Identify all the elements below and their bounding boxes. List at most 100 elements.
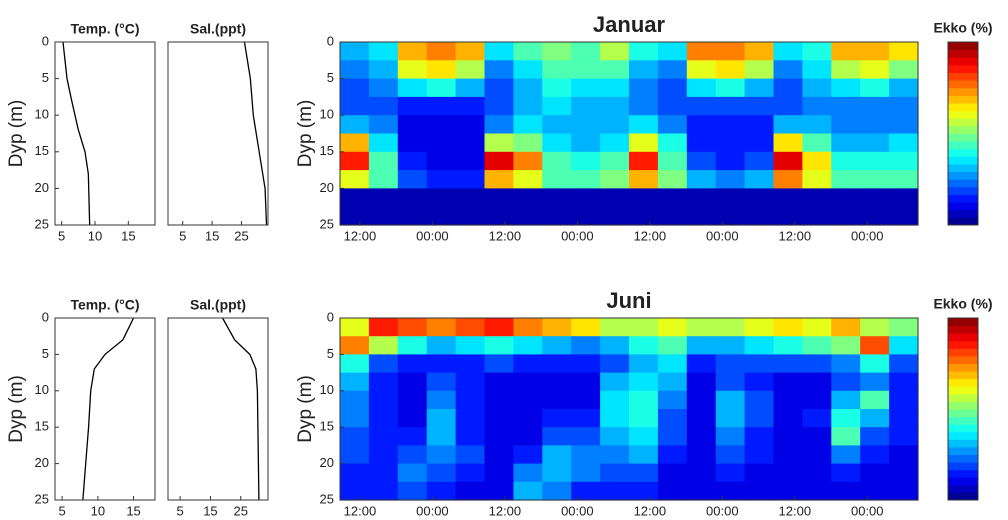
colorbar-step xyxy=(948,477,978,486)
heatmap-cell xyxy=(426,409,457,428)
x-tick-label: 5 xyxy=(59,503,66,518)
heatmap-cell xyxy=(368,133,399,153)
heatmap-cell xyxy=(715,409,746,428)
heatmap-cell xyxy=(542,390,572,410)
heatmap-cell xyxy=(715,78,746,98)
heatmap-cell xyxy=(368,170,399,189)
heatmap-cell xyxy=(571,427,601,446)
heatmap-cell xyxy=(744,336,775,355)
heatmap-cell xyxy=(744,42,775,61)
heatmap-cell xyxy=(455,206,486,226)
x-tick-label: 00:00 xyxy=(851,228,884,243)
colorbar-step xyxy=(948,179,978,188)
heatmap-cell xyxy=(715,188,746,208)
x-tick-label: 00:00 xyxy=(416,503,449,518)
heatmap-cell xyxy=(831,409,861,428)
heatmap-cell xyxy=(542,96,572,116)
heatmap-cell xyxy=(860,206,890,226)
heatmap-cell xyxy=(571,409,601,428)
heatmap-cell xyxy=(484,60,514,80)
heatmap-cell xyxy=(340,481,370,501)
heatmap-cell xyxy=(513,96,543,116)
heatmap-cell xyxy=(513,390,543,410)
heatmap-cell xyxy=(629,427,659,446)
heatmap-cell xyxy=(455,170,486,189)
colorbar-step xyxy=(948,171,978,180)
heatmap-cell xyxy=(426,463,457,483)
x-tick-label: 12:00 xyxy=(344,228,377,243)
heatmap-cell xyxy=(397,409,428,428)
x-tick-label: 00:00 xyxy=(561,503,594,518)
heatmap-cell xyxy=(860,60,890,80)
heatmap-cell xyxy=(802,206,832,226)
heatmap-cell xyxy=(629,463,659,483)
y-tick-label: 0 xyxy=(42,309,49,324)
heatmap-cell xyxy=(368,481,399,501)
heatmap-cell xyxy=(513,445,543,465)
heatmap-cell xyxy=(657,206,688,226)
heatmap-cell xyxy=(340,336,370,355)
heatmap-cell xyxy=(773,133,803,153)
y-tick-label: 0 xyxy=(327,309,334,324)
heatmap-cell xyxy=(744,188,775,208)
heatmap-cell xyxy=(773,188,803,208)
plot-frame xyxy=(339,41,919,226)
heatmap-cell xyxy=(686,206,717,226)
heatmap-cell xyxy=(831,42,861,61)
heatmap-cell xyxy=(831,427,861,446)
heatmap-cell xyxy=(889,188,919,208)
x-tick-label: 25 xyxy=(233,503,247,518)
colorbar-step xyxy=(948,325,978,334)
heatmap-cell xyxy=(802,115,832,135)
heatmap-cell xyxy=(686,445,717,465)
heatmap-cell xyxy=(455,133,486,153)
heatmap-cell xyxy=(571,463,601,483)
heatmap-cell xyxy=(571,60,601,80)
x-tick-label: 15 xyxy=(126,503,140,518)
heatmap-cell xyxy=(426,354,457,374)
heatmap-cell xyxy=(686,463,717,483)
heatmap-cell xyxy=(831,354,861,374)
heatmap-cell xyxy=(542,445,572,465)
colorbar-step xyxy=(948,409,978,418)
heatmap-cell xyxy=(889,463,919,483)
heatmap-cell xyxy=(340,427,370,446)
heatmap-cell xyxy=(600,42,630,61)
heatmap-cell xyxy=(744,78,775,98)
heatmap-cell xyxy=(397,463,428,483)
heatmap-cell xyxy=(773,318,803,337)
colorbar-step xyxy=(948,393,978,402)
heatmap-cell xyxy=(368,188,399,208)
heatmap-cell xyxy=(368,151,399,171)
heatmap-cell xyxy=(715,42,746,61)
heatmap-cell xyxy=(571,115,601,135)
heatmap-cell xyxy=(397,170,428,189)
heatmap-cell xyxy=(426,115,457,135)
colorbar-step xyxy=(948,118,978,127)
colorbar-step xyxy=(948,49,978,58)
heatmap-cell xyxy=(802,42,832,61)
y-tick-label: 10 xyxy=(320,382,334,397)
heatmap-cell xyxy=(773,60,803,80)
heatmap-cell xyxy=(802,390,832,410)
colorbar-frame xyxy=(947,317,979,501)
y-tick-label: 15 xyxy=(35,419,49,434)
colorbar-step xyxy=(948,164,978,173)
heatmap-cell xyxy=(600,206,630,226)
colorbar-step xyxy=(948,103,978,112)
colorbar-step xyxy=(948,95,978,104)
heatmap-cell xyxy=(802,318,832,337)
heatmap-cell xyxy=(571,96,601,116)
heatmap-cell xyxy=(889,133,919,153)
heatmap-cell xyxy=(860,151,890,171)
heatmap-cell xyxy=(340,60,370,80)
heatmap-cell xyxy=(629,206,659,226)
chart-title: Juni xyxy=(606,288,651,313)
y-tick-label: 15 xyxy=(320,419,334,434)
chart-title: Januar xyxy=(593,12,666,37)
heatmap-cell xyxy=(368,390,399,410)
heatmap-cell xyxy=(368,427,399,446)
heatmap-cell xyxy=(340,390,370,410)
x-tick-label: 00:00 xyxy=(706,503,739,518)
y-tick-label: 5 xyxy=(327,346,334,361)
